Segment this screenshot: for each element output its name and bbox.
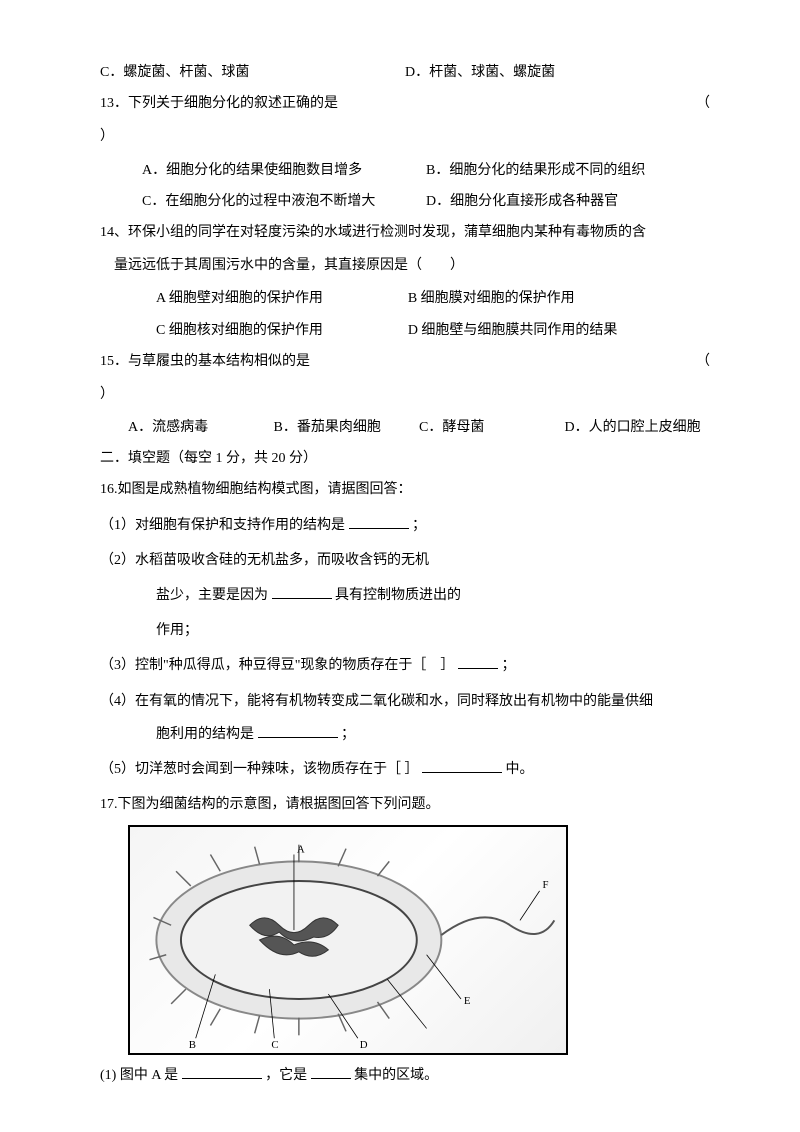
q12-opt-c: C．螺旋菌、杆菌、球菌: [100, 60, 405, 85]
q12-opt-d: D．杆菌、球菌、螺旋菌: [405, 60, 710, 85]
q13-stem-row: 13．下列关于细胞分化的叙述正确的是 （: [100, 91, 710, 116]
q16-p4-end: ；: [341, 727, 355, 742]
blank-16-4[interactable]: [258, 722, 338, 738]
blank-16-1[interactable]: [349, 513, 409, 529]
q15-opt-b: B．番茄果肉细胞: [274, 415, 420, 440]
label-f: F: [543, 879, 549, 891]
q16-stem: 16.如图是成熟植物细胞结构模式图，请据图回答：: [100, 477, 710, 502]
q17-p1: (1) 图中 A 是 ，它是 集中的区域。: [100, 1063, 710, 1088]
q17-p1a: (1) 图中 A 是: [100, 1068, 178, 1083]
q16-p2a: （2）水稻苗吸收含硅的无机盐多，而吸收含钙的无机: [100, 548, 710, 573]
q16-p4a: （4）在有氧的情况下，能将有机物转变成二氧化碳和水，同时释放出有机物中的能量供细: [100, 689, 710, 714]
q15-opt-d: D．人的口腔上皮细胞: [565, 415, 711, 440]
q14-line2: 量远远低于其周围污水中的含量，其直接原因是（ ）: [100, 253, 710, 278]
blank-17-2[interactable]: [311, 1063, 351, 1079]
q14-opt-a: A 细胞壁对细胞的保护作用: [156, 286, 408, 311]
q14-opt-c: C 细胞核对细胞的保护作用: [156, 318, 408, 343]
q15-opt-c: C．酵母菌: [419, 415, 565, 440]
q16-p5: （5）切洋葱时会闻到一种辣味，该物质存在于［ ］ 中。: [100, 757, 710, 782]
q16-p5a: （5）切洋葱时会闻到一种辣味，该物质存在于［ ］: [100, 762, 419, 777]
q13-paren-close: ）: [100, 124, 710, 149]
q17-p1c: 集中的区域。: [354, 1068, 438, 1083]
q13-opt-d: D．细胞分化直接形成各种器官: [426, 189, 710, 214]
label-c: C: [271, 1039, 278, 1051]
bacteria-diagram: A B C D E F: [128, 825, 568, 1055]
bacteria-flagellum: [441, 918, 554, 936]
label-b: B: [189, 1039, 196, 1051]
section2-header: 二．填空题（每空 1 分，共 20 分）: [100, 446, 710, 471]
q12-options-cd: C．螺旋菌、杆菌、球菌 D．杆菌、球菌、螺旋菌: [100, 60, 710, 85]
q14-line1: 14、环保小组的同学在对轻度污染的水域进行检测时发现，蒲草细胞内某种有毒物质的含: [100, 220, 710, 245]
q16-p3: （3）控制"种瓜得瓜，种豆得豆"现象的物质存在于［ ］ ；: [100, 653, 710, 678]
q16-p4b-row: 胞利用的结构是 ；: [100, 722, 710, 747]
q16-p4b: 胞利用的结构是: [156, 727, 254, 742]
q13-paren-open: （: [696, 91, 710, 116]
q15-stem: 15．与草履虫的基本结构相似的是: [100, 349, 310, 374]
q16-p2d: 作用；: [100, 618, 710, 643]
q17-stem: 17.下图为细菌结构的示意图，请根据图回答下列问题。: [100, 792, 710, 817]
q17-p1b: ，它是: [265, 1068, 307, 1083]
q13-row-cd: C．在细胞分化的过程中液泡不断增大 D．细胞分化直接形成各种器官: [100, 189, 710, 214]
bacteria-svg: A B C D E F: [130, 827, 566, 1053]
q13-opt-a: A．细胞分化的结果使细胞数目增多: [142, 158, 426, 183]
q16-p2b-row: 盐少，主要是因为 具有控制物质进出的: [100, 583, 710, 608]
blank-17-1[interactable]: [182, 1063, 262, 1079]
q13-opt-b: B．细胞分化的结果形成不同的组织: [426, 158, 710, 183]
label-e: E: [464, 995, 471, 1007]
blank-16-5[interactable]: [422, 757, 502, 773]
q15-opts: A．流感病毒 B．番茄果肉细胞 C．酵母菌 D．人的口腔上皮细胞: [100, 415, 710, 440]
blank-16-2[interactable]: [272, 583, 332, 599]
q15-stem-row: 15．与草履虫的基本结构相似的是 （: [100, 349, 710, 374]
q14-opt-b: B 细胞膜对细胞的保护作用: [408, 286, 710, 311]
blank-16-3[interactable]: [458, 653, 498, 669]
q16-p1-end: ；: [412, 518, 426, 533]
q15-opt-a: A．流感病毒: [128, 415, 274, 440]
q16-p1-text: （1）对细胞有保护和支持作用的结构是: [100, 518, 349, 533]
q16-p5-end: 中。: [506, 762, 534, 777]
q16-p2c: 具有控制物质进出的: [335, 588, 461, 603]
q16-p3-end: ；: [501, 658, 515, 673]
q15-paren-open: （: [696, 349, 710, 374]
q15-paren-close: ）: [100, 382, 710, 407]
label-d: D: [360, 1039, 368, 1051]
q14-row-cd: C 细胞核对细胞的保护作用 D 细胞壁与细胞膜共同作用的结果: [100, 318, 710, 343]
q16-p1: （1）对细胞有保护和支持作用的结构是 ；: [100, 513, 710, 538]
label-a: A: [297, 844, 305, 856]
q13-row-ab: A．细胞分化的结果使细胞数目增多 B．细胞分化的结果形成不同的组织: [100, 158, 710, 183]
q16-p2b: 盐少，主要是因为: [156, 588, 268, 603]
q16-p3a: （3）控制"种瓜得瓜，种豆得豆"现象的物质存在于［ ］: [100, 658, 454, 673]
q14-opt-d: D 细胞壁与细胞膜共同作用的结果: [408, 318, 710, 343]
q13-stem: 13．下列关于细胞分化的叙述正确的是: [100, 91, 338, 116]
q14-row-ab: A 细胞壁对细胞的保护作用 B 细胞膜对细胞的保护作用: [100, 286, 710, 311]
q13-opt-c: C．在细胞分化的过程中液泡不断增大: [142, 189, 426, 214]
